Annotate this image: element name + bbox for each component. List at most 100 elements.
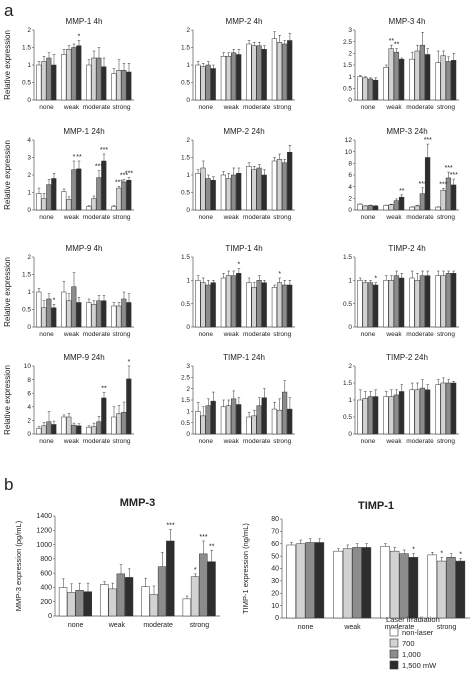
y-tick-label: 2 <box>27 418 31 425</box>
bar <box>424 389 431 435</box>
bar <box>166 540 175 617</box>
chart-4: MMP-2 24h 0 0.5 1 1.5 2 none weak moderate strong <box>181 127 295 221</box>
bar <box>408 557 419 619</box>
bar <box>333 550 343 619</box>
bar <box>440 275 446 328</box>
bar <box>210 68 216 101</box>
y-tick-label: 1.5 <box>343 380 352 387</box>
chart-12: MMP-3 0 200 400 600 800 1000 1200 1400 MMP-3 expr… <box>14 497 220 629</box>
y-tick-label: 0 <box>27 207 31 214</box>
bar <box>61 54 67 101</box>
bar <box>236 173 242 211</box>
bar <box>71 286 77 328</box>
y-tick-label: 1.5 <box>181 397 190 404</box>
y-axis-label: MMP-3 expression (pg/mL) <box>14 520 23 611</box>
chart-7: TIMP-1 4h 0 0.5 1 1.5 none weak moderate strong *… <box>181 244 295 338</box>
bar <box>445 61 452 101</box>
chart-5: MMP-3 24h 0 2 4 6 8 10 12 none weak moderate strong… <box>345 127 459 221</box>
significance-marker: ** <box>394 42 400 49</box>
bar <box>111 206 117 211</box>
bar <box>287 152 293 211</box>
bar <box>409 277 415 328</box>
bar <box>436 560 447 619</box>
bar <box>435 206 441 211</box>
bar <box>231 52 237 101</box>
significance-marker: *** <box>199 534 207 541</box>
category-label: none <box>39 214 54 221</box>
y-tick-label: 0 <box>348 207 352 214</box>
category-label: none <box>68 622 84 629</box>
bar <box>246 282 252 328</box>
bar <box>372 205 379 211</box>
significance-marker: * <box>238 262 241 269</box>
bar <box>427 554 437 619</box>
bar <box>251 287 257 328</box>
bar <box>419 193 426 211</box>
bar <box>96 421 102 435</box>
y-tick-label: 1 <box>27 289 31 296</box>
bar <box>446 557 456 619</box>
significance-marker: *** <box>120 172 128 179</box>
bar <box>199 553 208 617</box>
bar <box>61 191 67 211</box>
legend-swatch <box>389 649 399 659</box>
bar <box>111 73 117 101</box>
y-tick-label: 0 <box>27 431 31 438</box>
bar <box>231 275 237 328</box>
bar <box>200 167 206 211</box>
chart-title: TIMP-1 4h <box>225 244 262 253</box>
bar <box>195 173 201 211</box>
bar <box>398 277 405 328</box>
category-label: moderate <box>385 624 415 631</box>
category-label: weak <box>63 214 80 221</box>
bar <box>66 49 72 101</box>
category-label: moderate <box>83 438 111 445</box>
bar <box>205 178 211 211</box>
bar <box>362 205 368 211</box>
bar <box>414 389 420 435</box>
bar <box>440 382 446 435</box>
y-tick-label: 0.5 <box>22 307 31 314</box>
bar <box>305 542 315 619</box>
bar <box>261 49 267 101</box>
category-label: strong <box>112 104 130 111</box>
bar <box>126 378 132 435</box>
bar <box>96 177 102 211</box>
bar <box>225 56 232 101</box>
y-tick-label: 1 <box>348 278 352 285</box>
chart-8: TIMP-2 4h 0 0.5 1 1.5 none weak moderate strong * <box>343 244 459 338</box>
legend: Laser irradiation non-laser 700 1,000 1,500… <box>386 615 440 670</box>
bar <box>440 189 446 211</box>
y-axis-label: Relative expression <box>3 140 12 210</box>
bar <box>246 416 252 435</box>
y-tick-label: 2.5 <box>181 375 190 382</box>
y-tick-label: 1.5 <box>181 254 190 261</box>
y-tick-label: 30 <box>271 578 279 585</box>
bar <box>46 421 52 435</box>
bar <box>76 302 82 328</box>
bar <box>46 184 52 211</box>
bar <box>116 187 122 211</box>
y-tick-label: 8 <box>348 161 352 168</box>
legend-swatch <box>389 627 399 637</box>
chart-6: MMP-9 4h 0 0.5 1 1.5 2 Relative expression none… <box>3 244 134 338</box>
y-tick-label: 0 <box>275 615 279 622</box>
bar <box>200 415 206 435</box>
bar <box>41 61 47 101</box>
category-label: moderate <box>243 104 271 111</box>
bar <box>383 205 389 211</box>
y-tick-label: 1 <box>348 397 352 404</box>
bar <box>149 594 158 617</box>
chart-title: TIMP-1 <box>358 500 394 512</box>
bar <box>276 159 283 211</box>
bar <box>419 44 426 101</box>
y-tick-label: 50 <box>271 553 279 560</box>
y-tick-label: 2 <box>348 196 352 203</box>
bar <box>205 284 211 328</box>
bar <box>41 307 47 328</box>
y-tick-label: 1 <box>27 190 31 197</box>
y-tick-label: 1 <box>27 62 31 69</box>
bar <box>261 174 267 211</box>
bar <box>75 590 84 617</box>
